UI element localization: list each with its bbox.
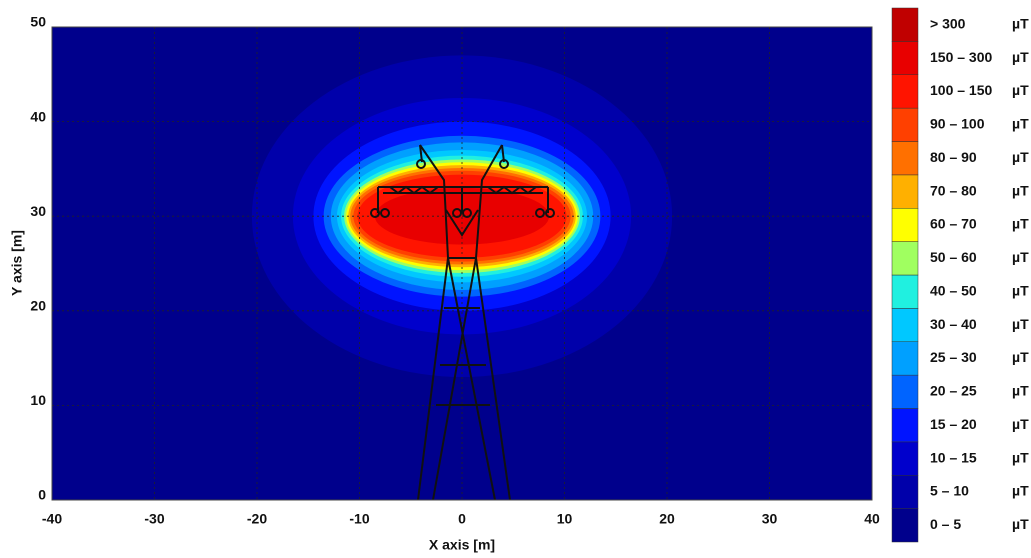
- legend-label: 0 – 5: [930, 516, 961, 532]
- legend-unit: µT: [1012, 282, 1029, 298]
- contours: [251, 55, 673, 378]
- legend-swatch: [891, 174, 919, 209]
- x-tick-label: 0: [458, 511, 466, 527]
- x-tick-label: -40: [42, 511, 62, 527]
- legend-swatch: [891, 441, 919, 476]
- legend-label: 50 – 60: [930, 249, 977, 265]
- legend-label: 5 – 10: [930, 483, 969, 499]
- legend-swatch: [891, 308, 919, 342]
- legend-label: 15 – 20: [930, 416, 977, 432]
- x-tick-label: -20: [247, 511, 267, 527]
- plot-frame: [51, 26, 873, 501]
- y-tick-label: 20: [30, 298, 46, 314]
- y-tick-label: 10: [30, 392, 46, 408]
- legend-label: > 300: [930, 15, 966, 31]
- legend-label: 90 – 100: [930, 116, 985, 132]
- legend-swatch: [891, 475, 919, 509]
- legend-swatch: [891, 274, 919, 309]
- legend-label: 70 – 80: [930, 182, 977, 198]
- legend-swatch: [891, 408, 919, 443]
- x-tick-label: 30: [762, 511, 778, 527]
- legend: 0 – 5 µT 5 – 10 µT 10 – 15 µT 15 – 20 µT 20 – 25…: [891, 7, 1029, 543]
- legend-label: 40 – 50: [930, 282, 977, 298]
- x-tick-label: 20: [659, 511, 675, 527]
- legend-label: 10 – 15: [930, 449, 977, 465]
- x-tick-label: 40: [864, 511, 880, 527]
- legend-swatch: [891, 208, 919, 242]
- legend-unit: µT: [1012, 516, 1029, 532]
- legend-label: 25 – 30: [930, 349, 977, 365]
- legend-unit: µT: [1012, 483, 1029, 499]
- tower-drawing: [370, 144, 555, 501]
- x-tick-label: -30: [144, 511, 164, 527]
- legend-swatch: [891, 508, 919, 543]
- legend-label: 100 – 150: [930, 82, 992, 98]
- legend-label: 20 – 25: [930, 383, 977, 399]
- x-tick-label: -10: [349, 511, 369, 527]
- legend-unit: µT: [1012, 416, 1029, 432]
- legend-unit: µT: [1012, 449, 1029, 465]
- legend-swatch: [891, 141, 919, 176]
- y-tick-label: 30: [30, 203, 46, 219]
- legend-swatch: [891, 241, 919, 276]
- legend-unit: µT: [1012, 249, 1029, 265]
- legend-unit: µT: [1012, 82, 1029, 98]
- y-tick-label: 40: [30, 108, 46, 124]
- legend-swatch: [891, 341, 919, 376]
- legend-label: 150 – 300: [930, 49, 992, 65]
- y-axis-label: Y axis [m]: [9, 230, 25, 296]
- legend-swatch: [891, 7, 919, 42]
- legend-unit: µT: [1012, 316, 1029, 332]
- x-tick-label: 10: [557, 511, 573, 527]
- legend-unit: µT: [1012, 383, 1029, 399]
- y-tick-label: 0: [38, 487, 46, 503]
- legend-swatch: [891, 107, 919, 142]
- legend-unit: µT: [1012, 182, 1029, 198]
- legend-swatch: [891, 74, 919, 109]
- legend-unit: µT: [1012, 149, 1029, 165]
- legend-label: 30 – 40: [930, 316, 977, 332]
- legend-swatch: [891, 41, 919, 75]
- x-axis-label: X axis [m]: [429, 537, 495, 553]
- y-tick-label: 50: [30, 14, 46, 30]
- legend-unit: µT: [1012, 349, 1029, 365]
- legend-unit: µT: [1012, 49, 1029, 65]
- legend-unit: µT: [1012, 15, 1029, 31]
- legend-unit: µT: [1012, 116, 1029, 132]
- legend-label: 80 – 90: [930, 149, 977, 165]
- legend-unit: µT: [1012, 216, 1029, 232]
- plot-area: [52, 27, 872, 500]
- legend-label: 60 – 70: [930, 216, 977, 232]
- legend-swatch: [891, 374, 919, 409]
